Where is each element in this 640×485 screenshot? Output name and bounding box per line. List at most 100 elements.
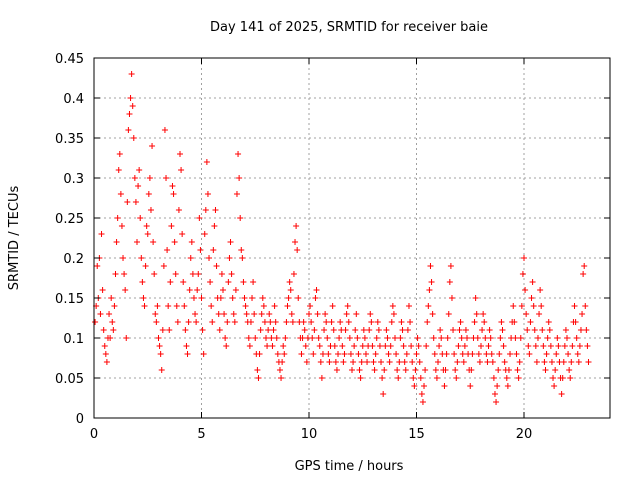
data-point-marker	[582, 303, 589, 309]
data-point-marker	[139, 279, 146, 285]
data-point-marker	[381, 367, 388, 373]
y-tick-label: 0.4	[63, 92, 84, 107]
data-point-marker	[357, 375, 364, 381]
data-point-marker	[422, 367, 429, 373]
data-point-marker	[418, 391, 425, 397]
data-point-marker	[488, 351, 495, 357]
data-point-marker	[389, 303, 396, 309]
data-point-marker	[416, 359, 423, 365]
data-point-marker	[386, 359, 393, 365]
data-point-marker	[196, 215, 203, 221]
data-point-marker	[218, 271, 225, 277]
data-point-marker	[541, 359, 548, 365]
data-point-marker	[233, 191, 240, 197]
data-point-marker	[280, 343, 287, 349]
data-point-marker	[564, 335, 570, 341]
data-point-marker	[126, 111, 133, 117]
data-point-marker	[532, 343, 539, 349]
data-point-marker	[551, 383, 558, 389]
data-point-marker	[367, 311, 374, 317]
data-point-marker	[215, 311, 222, 317]
data-point-marker	[209, 319, 216, 325]
data-point-marker	[403, 351, 410, 357]
data-point-marker	[356, 367, 363, 373]
data-point-marker	[350, 359, 357, 365]
data-point-marker	[184, 351, 191, 357]
data-point-marker	[583, 327, 590, 333]
data-point-marker	[476, 359, 483, 365]
data-point-marker	[572, 319, 579, 325]
data-point-marker	[537, 287, 544, 293]
data-point-marker	[428, 279, 435, 285]
data-point-marker	[433, 375, 440, 381]
data-point-marker	[486, 327, 493, 333]
data-point-marker	[103, 359, 110, 365]
data-point-marker	[322, 311, 329, 317]
data-point-marker	[450, 327, 457, 333]
data-point-marker	[529, 279, 536, 285]
data-point-marker	[401, 359, 408, 365]
data-point-marker	[122, 287, 129, 293]
data-point-marker	[485, 343, 492, 349]
data-point-marker	[398, 319, 405, 325]
data-point-marker	[193, 319, 200, 325]
x-tick-label: 0	[90, 427, 98, 442]
data-point-marker	[538, 303, 545, 309]
data-point-marker	[427, 263, 434, 269]
data-point-marker	[455, 343, 462, 349]
data-point-marker	[378, 359, 385, 365]
y-tick-label: 0.2	[63, 252, 84, 267]
data-point-marker	[278, 375, 285, 381]
data-point-marker	[490, 375, 497, 381]
y-tick-label: 0.45	[55, 52, 84, 67]
data-point-marker	[285, 295, 292, 301]
data-point-marker	[189, 271, 196, 277]
data-point-marker	[326, 359, 333, 365]
data-point-marker	[113, 239, 120, 245]
data-point-marker	[124, 199, 131, 205]
data-point-marker	[443, 351, 450, 357]
data-point-marker	[325, 351, 332, 357]
data-point-marker	[573, 335, 580, 341]
x-tick-label: 5	[197, 427, 205, 442]
data-point-marker	[290, 271, 297, 277]
data-point-marker	[123, 335, 130, 341]
data-point-marker	[380, 391, 387, 397]
data-point-marker	[182, 327, 189, 333]
data-point-marker	[478, 343, 484, 349]
data-point-marker	[559, 375, 566, 381]
data-point-marker	[430, 335, 437, 341]
data-point-marker	[447, 263, 454, 269]
data-point-marker	[376, 343, 383, 349]
data-point-marker	[579, 311, 586, 317]
data-point-marker	[179, 231, 186, 237]
data-point-marker	[431, 351, 438, 357]
data-point-marker	[136, 167, 143, 173]
data-point-marker	[307, 303, 314, 309]
data-point-marker	[417, 375, 424, 381]
data-point-marker	[359, 343, 366, 349]
data-point-marker	[510, 303, 517, 309]
data-point-marker	[345, 319, 352, 325]
data-point-marker	[156, 343, 163, 349]
data-point-marker	[528, 295, 535, 301]
data-point-marker	[140, 295, 147, 301]
data-point-marker	[102, 351, 109, 357]
data-point-marker	[550, 375, 557, 381]
data-point-marker	[513, 351, 520, 357]
data-point-marker	[482, 335, 489, 341]
data-point-marker	[118, 223, 125, 229]
data-point-marker	[129, 103, 136, 109]
data-point-marker	[145, 191, 152, 197]
data-point-marker	[137, 215, 144, 221]
data-point-marker	[514, 367, 521, 373]
data-point-marker	[170, 191, 177, 197]
data-point-marker	[151, 271, 158, 277]
data-point-marker	[149, 143, 156, 149]
data-point-marker	[114, 215, 121, 221]
data-point-marker	[135, 183, 142, 189]
data-point-marker	[361, 335, 368, 341]
data-point-marker	[181, 303, 188, 309]
data-point-marker	[569, 343, 576, 349]
data-point-marker	[109, 319, 116, 325]
